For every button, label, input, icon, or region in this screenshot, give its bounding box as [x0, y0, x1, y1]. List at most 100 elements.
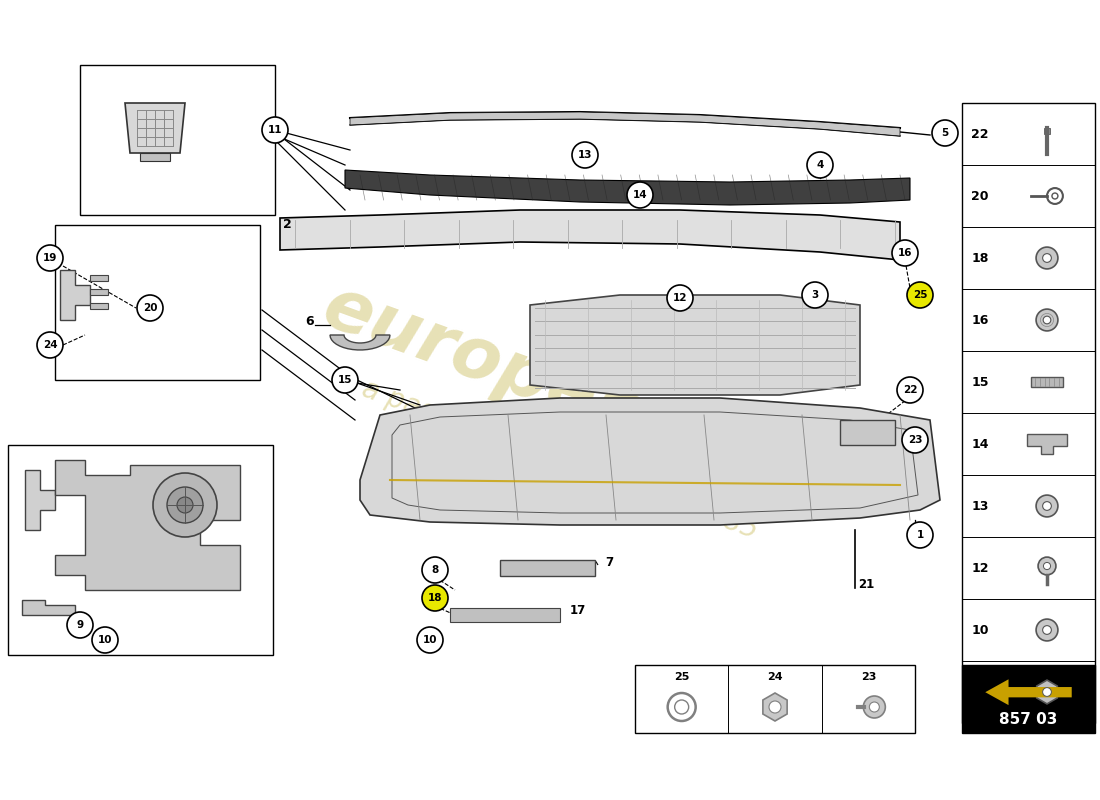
Circle shape — [1038, 557, 1056, 575]
Text: 10: 10 — [971, 623, 989, 637]
Circle shape — [902, 427, 928, 453]
Text: 12: 12 — [673, 293, 688, 303]
Text: 3: 3 — [812, 290, 818, 300]
Text: 23: 23 — [908, 435, 922, 445]
Text: 1: 1 — [916, 530, 924, 540]
Circle shape — [1036, 247, 1058, 269]
Text: 857 03: 857 03 — [999, 712, 1058, 727]
Circle shape — [627, 182, 653, 208]
Circle shape — [37, 332, 63, 358]
Circle shape — [332, 367, 358, 393]
Polygon shape — [350, 112, 900, 136]
Polygon shape — [125, 103, 185, 153]
Text: 24: 24 — [43, 340, 57, 350]
Text: 8: 8 — [431, 565, 439, 575]
Circle shape — [92, 627, 118, 653]
Text: 22: 22 — [971, 127, 989, 141]
Circle shape — [153, 473, 217, 537]
Bar — [90, 303, 108, 309]
Circle shape — [262, 117, 288, 143]
Text: 12: 12 — [971, 562, 989, 574]
Circle shape — [1043, 254, 1052, 262]
Text: 25: 25 — [913, 290, 927, 300]
Text: 21: 21 — [858, 578, 874, 591]
Circle shape — [138, 295, 163, 321]
Text: 7: 7 — [605, 556, 613, 569]
Text: 11: 11 — [267, 125, 283, 135]
Circle shape — [422, 557, 448, 583]
Polygon shape — [55, 460, 240, 590]
Text: 5: 5 — [942, 128, 948, 138]
Text: 23: 23 — [860, 672, 876, 682]
Circle shape — [908, 522, 933, 548]
Circle shape — [1036, 495, 1058, 517]
Text: 14: 14 — [632, 190, 647, 200]
Text: 14: 14 — [971, 438, 989, 450]
Circle shape — [37, 245, 63, 271]
Polygon shape — [330, 335, 390, 350]
Circle shape — [932, 120, 958, 146]
Polygon shape — [280, 210, 900, 260]
Text: 10: 10 — [422, 635, 438, 645]
Circle shape — [896, 377, 923, 403]
Text: 15: 15 — [338, 375, 352, 385]
Text: 8: 8 — [976, 686, 984, 698]
Polygon shape — [345, 170, 910, 205]
Bar — [90, 275, 108, 281]
Text: 25: 25 — [674, 672, 690, 682]
Polygon shape — [1027, 434, 1067, 454]
Text: 15: 15 — [971, 375, 989, 389]
Circle shape — [417, 627, 443, 653]
Bar — [55, 225, 260, 380]
Text: 10: 10 — [98, 635, 112, 645]
Circle shape — [177, 497, 192, 513]
Text: 18: 18 — [428, 593, 442, 603]
Polygon shape — [22, 600, 75, 615]
Text: 18: 18 — [971, 251, 989, 265]
Circle shape — [892, 240, 918, 266]
Text: 24: 24 — [767, 672, 783, 682]
Bar — [962, 103, 1094, 723]
Circle shape — [908, 282, 933, 308]
Circle shape — [1043, 502, 1052, 510]
Text: 9: 9 — [76, 620, 84, 630]
Text: 6: 6 — [305, 315, 314, 328]
Polygon shape — [60, 270, 90, 320]
Text: 16: 16 — [971, 314, 989, 326]
Text: 22: 22 — [903, 385, 917, 395]
Text: 20: 20 — [971, 190, 989, 202]
Text: 4: 4 — [816, 160, 824, 170]
Bar — [450, 608, 560, 622]
Polygon shape — [840, 420, 895, 445]
Bar — [8, 445, 273, 655]
Text: 16: 16 — [898, 248, 912, 258]
Text: a passion for parts since 1985: a passion for parts since 1985 — [359, 375, 762, 545]
Text: 2: 2 — [283, 218, 292, 231]
Circle shape — [1043, 688, 1052, 696]
Circle shape — [802, 282, 828, 308]
Text: 19: 19 — [43, 253, 57, 263]
Circle shape — [167, 487, 204, 523]
Bar — [140, 153, 170, 161]
Circle shape — [422, 585, 448, 611]
Bar — [90, 289, 108, 295]
Polygon shape — [530, 295, 860, 395]
Circle shape — [864, 696, 886, 718]
Text: 13: 13 — [578, 150, 592, 160]
Circle shape — [674, 700, 689, 714]
Bar — [500, 560, 595, 576]
Circle shape — [807, 152, 833, 178]
Bar — [1031, 377, 1063, 387]
Polygon shape — [360, 398, 940, 525]
Circle shape — [1043, 626, 1052, 634]
Circle shape — [769, 701, 781, 713]
Bar — [80, 65, 275, 215]
Text: 17: 17 — [570, 604, 586, 617]
Circle shape — [67, 612, 94, 638]
Polygon shape — [25, 470, 55, 530]
Polygon shape — [986, 679, 1071, 705]
Circle shape — [572, 142, 598, 168]
Circle shape — [1036, 309, 1058, 331]
Bar — [1044, 128, 1050, 134]
Text: europeparts: europeparts — [314, 272, 806, 508]
